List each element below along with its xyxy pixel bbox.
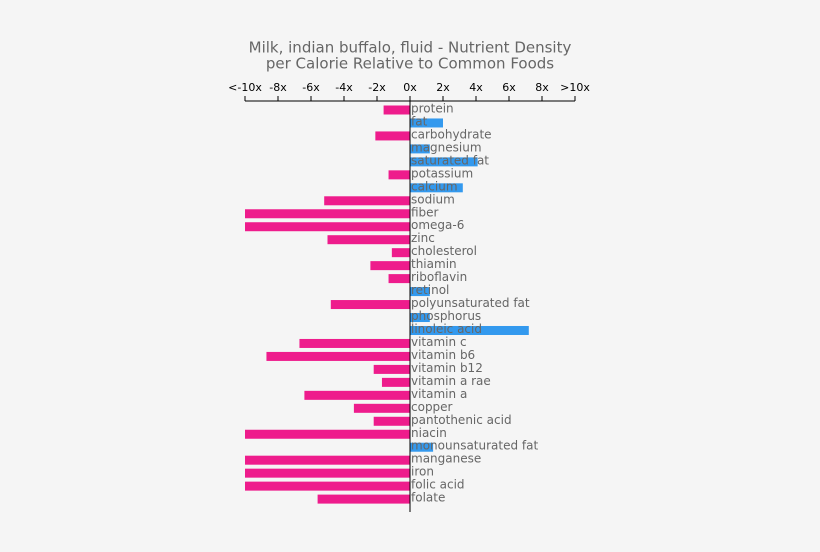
x-tick-label: -2x: [368, 81, 386, 94]
y-tick-label: cholesterol: [411, 244, 477, 258]
bar: [245, 468, 410, 478]
y-tick-label: fiber: [411, 205, 439, 219]
y-tick-label: vitamin a: [411, 387, 467, 401]
y-tick-label: calcium: [411, 179, 458, 193]
bar: [299, 338, 410, 348]
bar: [410, 313, 430, 323]
bar: [410, 183, 463, 193]
y-tick-label: vitamin a rae: [411, 374, 491, 388]
y-tick-label: vitamin b6: [411, 348, 475, 362]
bar: [388, 170, 410, 180]
x-tick-label: -8x: [269, 81, 287, 94]
y-tick-label: copper: [411, 400, 453, 414]
bar: [410, 287, 430, 297]
y-tick-label: omega-6: [411, 218, 464, 232]
bar: [410, 157, 478, 167]
y-tick-label: zinc: [411, 231, 435, 245]
bar: [373, 416, 410, 426]
bar: [381, 377, 410, 387]
y-tick-label: fat: [411, 114, 428, 128]
y-tick-label: niacin: [411, 426, 447, 440]
y-tick-label: vitamin c: [411, 335, 467, 349]
bar: [383, 105, 410, 115]
bar: [324, 196, 410, 206]
bar: [353, 403, 410, 413]
bar: [410, 442, 434, 452]
bar: [373, 364, 410, 374]
y-tick-label: phosphorus: [411, 309, 481, 323]
x-tick-label: -6x: [302, 81, 320, 94]
x-tick-label: 6x: [502, 81, 516, 94]
bar: [245, 429, 410, 439]
bar: [317, 494, 410, 504]
y-tick-label: potassium: [411, 166, 473, 180]
y-tick-label: riboflavin: [411, 270, 467, 284]
chart-title: per Calorie Relative to Common Foods: [266, 55, 554, 73]
bar: [245, 455, 410, 465]
bar: [327, 235, 410, 245]
bar: [245, 222, 410, 232]
bar: [330, 300, 410, 310]
y-tick-label: sodium: [411, 192, 455, 206]
bar: [304, 390, 410, 400]
bar: [245, 481, 410, 491]
y-tick-label: folate: [411, 491, 445, 505]
bar: [375, 131, 410, 141]
y-tick-label: protein: [411, 102, 454, 116]
bar: [410, 325, 529, 335]
x-tick-label: 8x: [535, 81, 549, 94]
y-tick-label: iron: [411, 465, 434, 479]
chart-title: Milk, indian buffalo, fluid - Nutrient D…: [249, 39, 572, 57]
y-tick-label: vitamin b12: [411, 361, 483, 375]
x-tick-label: -4x: [335, 81, 353, 94]
bar: [410, 118, 443, 128]
y-tick-label: saturated fat: [411, 153, 489, 167]
y-tick-label: polyunsaturated fat: [411, 296, 530, 310]
y-tick-label: linoleic acid: [411, 322, 482, 336]
y-tick-label: carbohydrate: [411, 127, 492, 141]
x-tick-label: 4x: [469, 81, 483, 94]
bar: [245, 209, 410, 219]
bar: [410, 144, 430, 154]
x-tick-label: 0x: [403, 81, 417, 94]
y-tick-label: retinol: [411, 283, 449, 297]
y-tick-label: manganese: [411, 452, 481, 466]
bar: [388, 274, 410, 284]
bar: [370, 261, 410, 271]
bar: [391, 248, 410, 258]
y-tick-label: pantothenic acid: [411, 413, 512, 427]
x-tick-label: <-10x: [228, 81, 262, 94]
y-tick-label: monounsaturated fat: [411, 439, 538, 453]
y-tick-label: thiamin: [411, 257, 457, 271]
x-tick-label: 2x: [436, 81, 450, 94]
bar: [266, 351, 410, 361]
y-tick-label: magnesium: [411, 140, 482, 154]
y-tick-label: folic acid: [411, 478, 465, 492]
x-tick-label: >10x: [560, 81, 590, 94]
